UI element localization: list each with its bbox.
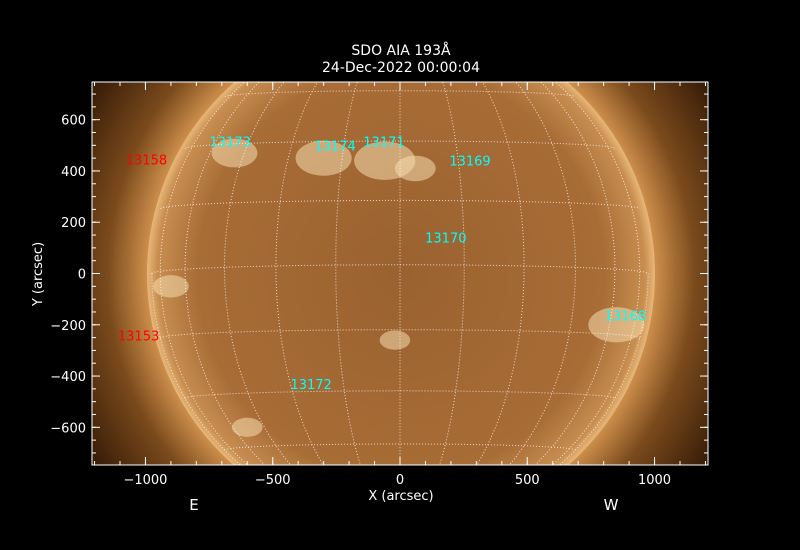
bright-region [211, 138, 258, 168]
chart-title: SDO AIA 193Å [351, 42, 451, 59]
latitude-line [224, 443, 576, 451]
bright-region [231, 417, 263, 437]
x-tick-label: −1000 [123, 473, 167, 488]
longitude-line [151, 273, 242, 465]
y-tick-label: −400 [50, 370, 86, 385]
latitude-line [224, 90, 576, 97]
latitude-line [336, 30, 463, 32]
bright-region [153, 275, 189, 298]
latitude-line [336, 513, 464, 515]
solar-disk [147, 82, 655, 465]
region-label-13173: 13173 [210, 136, 251, 151]
x-tick-label: 1000 [638, 473, 671, 488]
bright-region [394, 155, 436, 182]
region-label-13153: 13153 [118, 330, 159, 345]
y-tick-label: 600 [61, 114, 86, 129]
bright-region [379, 330, 411, 350]
east-label: E [189, 496, 198, 514]
region-label-13172: 13172 [290, 378, 331, 393]
region-label-13168: 13168 [605, 310, 646, 325]
region-label-13171: 13171 [363, 136, 404, 151]
region-label-13158: 13158 [126, 154, 167, 169]
latitude-line [160, 199, 640, 210]
x-tick-label: −500 [255, 473, 291, 488]
bright-region [295, 140, 352, 176]
west-label: W [604, 496, 619, 514]
bright-region [588, 307, 645, 343]
region-label-13170: 13170 [425, 232, 466, 247]
y-tick-label: −600 [50, 421, 86, 436]
y-tick-label: −200 [50, 319, 86, 334]
region-label-13169: 13169 [449, 155, 490, 170]
x-tick-label: 500 [515, 473, 540, 488]
latitude-line [151, 264, 649, 274]
y-axis-label: Y (arcsec) [31, 242, 46, 307]
x-tick-label: 0 [396, 473, 404, 488]
region-label-13174: 13174 [314, 140, 355, 155]
x-axis-label: X (arcsec) [368, 489, 433, 504]
y-tick-label: 400 [61, 165, 86, 180]
latitude-line [159, 329, 641, 339]
y-tick-label: 200 [61, 216, 86, 231]
chart-subtitle: 24-Dec-2022 00:00:04 [322, 60, 480, 76]
longitude-line [558, 273, 649, 465]
y-tick-label: 0 [78, 268, 86, 283]
